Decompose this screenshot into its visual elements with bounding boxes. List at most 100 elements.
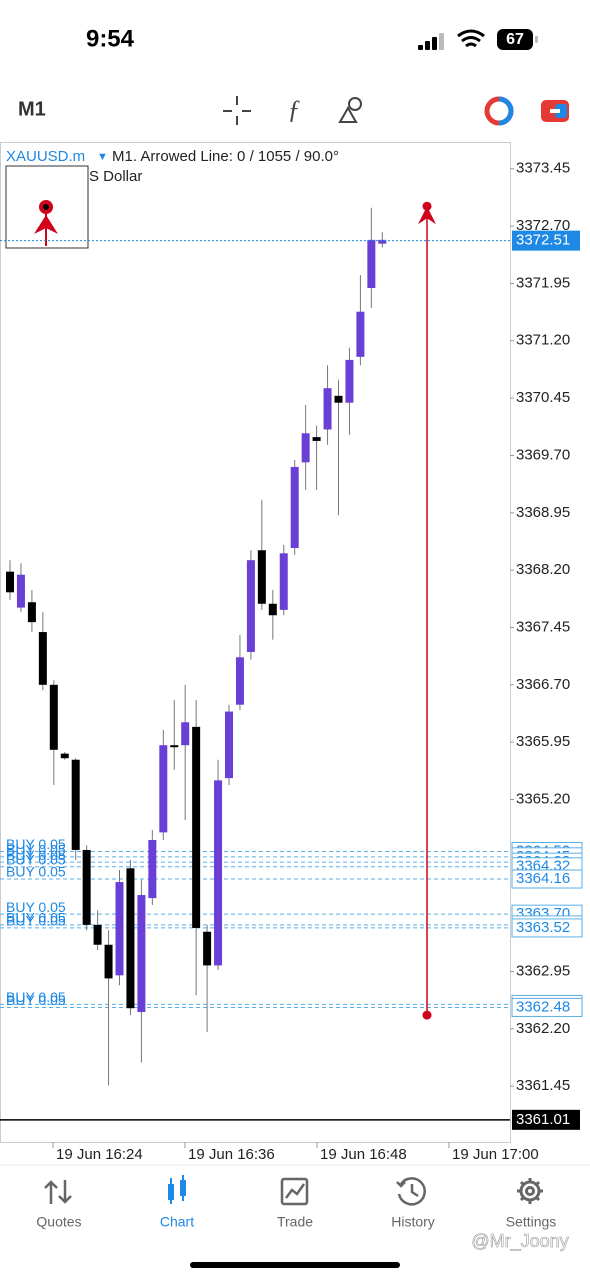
battery-tip: [535, 36, 538, 43]
x-tick-label: 19 Jun 16:48: [320, 1146, 407, 1163]
y-tick-label: 3372.70: [516, 217, 570, 234]
y-tick-label: 3365.95: [516, 733, 570, 750]
trade-button[interactable]: [484, 96, 514, 126]
nav-tab[interactable]: Trade: [277, 1214, 313, 1230]
candle-body: [38, 632, 47, 685]
candle-body: [257, 550, 266, 604]
y-tick-label: 3365.20: [516, 790, 570, 807]
candle-body: [16, 574, 25, 608]
bottom-line-label: 3361.01: [516, 1111, 570, 1128]
candle-body: [181, 722, 190, 746]
candle-body: [279, 553, 288, 610]
indicator-button[interactable]: ƒ: [288, 95, 301, 124]
y-tick-label: 3368.95: [516, 504, 570, 521]
order-label: BUY 0.05: [6, 864, 66, 880]
y-tick-label: 3369.70: [516, 446, 570, 463]
chart-frame: [0, 142, 511, 1143]
settings-icon: [517, 1178, 543, 1204]
y-tick-label: 3362.20: [516, 1020, 570, 1037]
candle-body: [214, 780, 223, 966]
order-label: BUY 0.05: [6, 913, 66, 929]
signal-icon: [418, 33, 444, 50]
history-icon: [396, 1177, 426, 1206]
candle-body: [225, 711, 233, 779]
symbol[interactable]: XAUUSD.m: [6, 148, 85, 165]
pin-icon: [34, 200, 58, 246]
trade-icon: [280, 1177, 309, 1206]
y-tick-label: 3367.45: [516, 618, 570, 635]
candle-body: [49, 684, 58, 750]
candle-body: [246, 560, 255, 652]
candle-body: [268, 603, 277, 616]
timeframe[interactable]: M1: [18, 98, 46, 120]
current-price-box: [512, 230, 580, 251]
order-label: BUY 0.05: [6, 910, 66, 926]
candle-body: [27, 602, 36, 623]
bottom-line-box: [512, 1109, 580, 1130]
candle-body: [104, 944, 113, 979]
candle-body: [367, 239, 376, 289]
y-tick-label: 3368.20: [516, 561, 570, 578]
candle-body: [170, 745, 179, 748]
home-indicator: [190, 1262, 400, 1268]
order-price-box: [511, 869, 583, 889]
nav-tab[interactable]: Settings: [506, 1214, 557, 1230]
candle-body: [82, 849, 91, 925]
order-price-box: [511, 918, 583, 938]
candle-body: [60, 753, 69, 759]
current-price-label: 3372.51: [516, 232, 570, 249]
quotes-icon: [44, 1180, 72, 1204]
candle-body: [345, 359, 354, 403]
candle-body: [192, 726, 201, 928]
objects-button[interactable]: [338, 97, 362, 123]
chart-icon: [168, 1175, 186, 1204]
candle-body: [203, 931, 212, 966]
order-label: BUY 0.05: [6, 836, 66, 852]
candle-body: [126, 868, 135, 1009]
candle-body: [115, 882, 124, 976]
chart-info: M1. Arrowed Line: 0 / 1055 / 90.0°: [112, 148, 339, 165]
arrow-anchor: [422, 1010, 432, 1020]
candle-body: [93, 924, 102, 945]
candle-body: [312, 437, 321, 441]
orders-button[interactable]: [541, 100, 569, 122]
candle-body: [159, 745, 168, 833]
battery-level: 67: [506, 31, 524, 48]
candle-body: [137, 895, 146, 1013]
candle-body: [378, 239, 387, 244]
x-tick-label: 19 Jun 16:24: [56, 1146, 143, 1163]
order-label: BUY 0.05: [6, 989, 66, 1005]
nav-tab[interactable]: Quotes: [36, 1214, 81, 1230]
clock: 9:54: [86, 25, 135, 52]
y-tick-label: 3371.20: [516, 332, 570, 349]
arrow-head: [418, 206, 436, 225]
crosshair-button[interactable]: [223, 96, 251, 125]
x-tick-label: 19 Jun 17:00: [452, 1146, 539, 1163]
order-price-box: [511, 997, 583, 1017]
symbol-dropdown[interactable]: ▼: [97, 151, 108, 163]
order-label: BUY 0.05: [6, 842, 66, 858]
wifi-icon: [457, 29, 485, 48]
candle-body: [323, 388, 332, 430]
candle-body: [301, 433, 310, 463]
y-tick-label: 3371.95: [516, 274, 570, 291]
candle-body: [71, 759, 80, 850]
candle-body: [6, 571, 14, 593]
order-price-label: 3363.52: [516, 919, 570, 936]
nav-tab[interactable]: History: [391, 1214, 435, 1230]
candle-body: [235, 657, 244, 705]
candle-body: [356, 311, 365, 357]
battery-icon: [497, 29, 533, 50]
y-tick-label: 3370.45: [516, 389, 570, 406]
y-tick-label: 3366.70: [516, 676, 570, 693]
x-tick-label: 19 Jun 16:36: [188, 1146, 275, 1163]
candle-body: [334, 395, 343, 403]
chart-subtitle: S Dollar: [89, 168, 142, 185]
order-label: BUY 0.05: [6, 847, 66, 863]
y-tick-label: 3373.45: [516, 160, 570, 177]
order-label: BUY 0.05: [6, 851, 66, 867]
order-price-label: 3364.16: [516, 870, 570, 887]
nav-tab[interactable]: Chart: [160, 1214, 194, 1230]
